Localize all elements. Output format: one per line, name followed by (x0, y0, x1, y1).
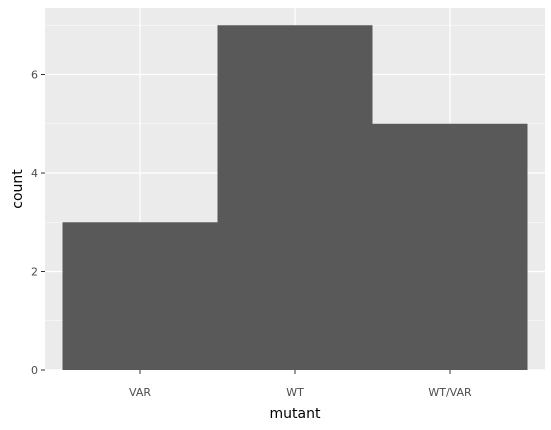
bar-wt (217, 25, 373, 370)
y-axis: 0 2 4 6 (31, 68, 45, 377)
x-tick-label: VAR (129, 386, 151, 399)
y-axis-title: count (10, 169, 26, 209)
y-tick-label: 0 (31, 364, 38, 377)
y-tick-label: 6 (31, 68, 38, 81)
y-tick-label: 4 (31, 167, 38, 180)
x-tick-label: WT (286, 386, 304, 399)
x-axis-title: mutant (270, 406, 321, 422)
bar-var (62, 222, 218, 370)
bar-wt-var (372, 123, 528, 371)
x-tick-label: WT/VAR (428, 386, 472, 399)
bars (62, 25, 528, 371)
y-tick-label: 2 (31, 265, 38, 278)
x-axis: VAR WT WT/VAR (129, 370, 472, 399)
